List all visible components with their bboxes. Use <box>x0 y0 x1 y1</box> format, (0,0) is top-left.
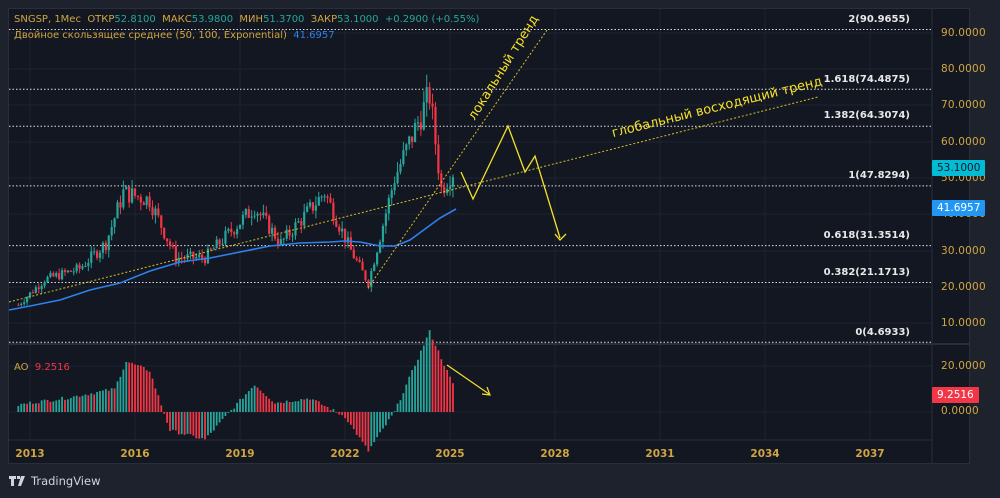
x-tick: 2022 <box>330 448 360 460</box>
tradingview-logo[interactable]: TradingView <box>9 474 100 488</box>
chart-frame <box>8 8 970 464</box>
fib-label-2: 2(90.9655) <box>848 14 910 25</box>
high-value: 53.9800 <box>191 14 234 25</box>
x-tick: 2037 <box>855 448 885 460</box>
ma-line[interactable] <box>8 208 457 311</box>
change-value: +0.2900 (+0.55%) <box>384 14 480 25</box>
close-value: 53.1000 <box>337 14 379 25</box>
ao-price-tag: 9.2516 <box>932 387 979 403</box>
x-tick: 2034 <box>750 448 780 460</box>
fib-label-1382: 1.382(64.3074) <box>823 110 910 121</box>
symbol-label[interactable]: SNGSP, 1Мес <box>14 14 81 25</box>
local-trendline[interactable] <box>367 29 548 289</box>
x-tick: 2019 <box>225 448 255 460</box>
candlestick-series[interactable] <box>17 74 455 307</box>
high-label: МАКС <box>162 14 192 25</box>
ao-arrowhead <box>481 386 491 396</box>
ao-arrow[interactable] <box>446 364 490 395</box>
fib-label-0: 0(4.6933) <box>855 327 910 338</box>
y-tick: 90.0000 <box>941 27 986 39</box>
x-tick: 2016 <box>120 448 150 460</box>
x-tick: 2013 <box>15 448 45 460</box>
projection-path[interactable] <box>460 124 561 239</box>
brand-name: TradingView <box>31 474 101 488</box>
tradingview-logo-icon <box>9 476 25 486</box>
indicator-name[interactable]: Двойное скользящее среднее (50, 100, Exp… <box>14 30 287 41</box>
y-tick: 10.0000 <box>941 317 986 329</box>
x-tick: 2025 <box>435 448 465 460</box>
fib-label-1618: 1.618(74.4875) <box>823 74 910 85</box>
symbol-legend[interactable]: SNGSP, 1Мес ОТКР52.8100 МАКС53.9800 МИН5… <box>14 14 479 25</box>
open-label: ОТКР <box>87 14 115 25</box>
ma-price-tag: 41.6957 <box>932 200 986 216</box>
ao-name[interactable]: AO <box>14 362 29 373</box>
ao-legend[interactable]: AO 9.2516 <box>14 362 70 373</box>
fib-label-1: 1(47.8294) <box>848 170 910 181</box>
indicator-legend[interactable]: Двойное скользящее среднее (50, 100, Exp… <box>14 30 335 41</box>
y-tick: 60.0000 <box>941 136 986 148</box>
x-tick: 2028 <box>540 448 570 460</box>
low-value: 51.3700 <box>263 14 305 25</box>
ao-value: 9.2516 <box>34 362 70 373</box>
ao-y-tick: 20.0000 <box>941 360 986 372</box>
open-value: 52.8100 <box>114 14 156 25</box>
low-label: МИН <box>239 14 264 25</box>
global-trendline[interactable] <box>8 96 819 303</box>
fib-label-0382: 0.382(21.1713) <box>823 267 910 278</box>
close-label: ЗАКР <box>310 14 338 25</box>
projection-arrowhead <box>554 233 567 241</box>
y-tick: 30.0000 <box>941 245 986 257</box>
ao-histogram[interactable] <box>17 330 454 452</box>
x-tick: 2031 <box>645 448 675 460</box>
y-tick: 70.0000 <box>941 99 986 111</box>
y-tick: 80.0000 <box>941 63 986 75</box>
grid <box>9 9 932 440</box>
indicator-value: 41.6957 <box>293 30 335 41</box>
y-tick: 20.0000 <box>941 281 986 293</box>
last-price-tag: 53.1000 <box>932 160 986 176</box>
fib-label-0618: 0.618(31.3514) <box>823 230 910 241</box>
ao-y-tick: 0.0000 <box>941 405 979 417</box>
